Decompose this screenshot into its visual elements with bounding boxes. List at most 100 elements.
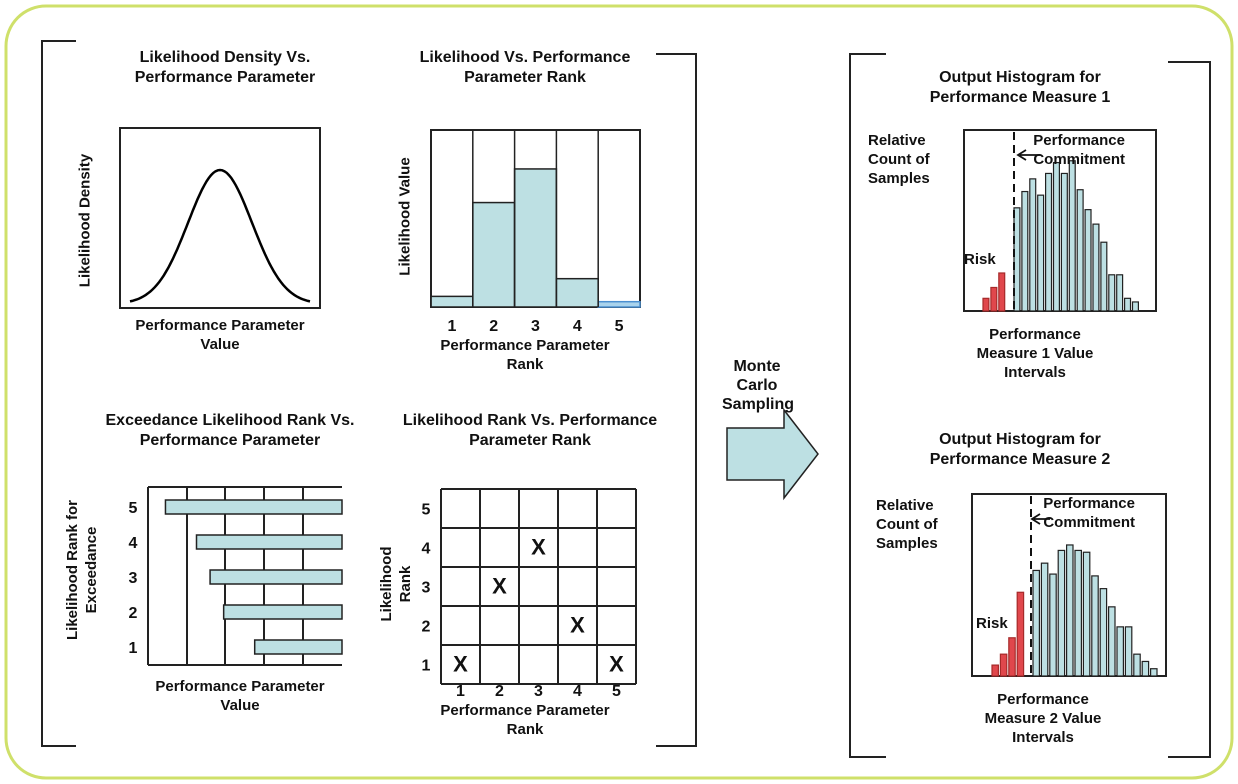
hist1-bar-14 bbox=[1116, 274, 1124, 312]
hist2-bar-9 bbox=[1099, 588, 1108, 677]
rank-bar-5 bbox=[597, 300, 641, 308]
hist1-bar-15 bbox=[1123, 297, 1132, 312]
hist2-commitment-arrow bbox=[1030, 513, 1050, 525]
exceedance-tick-2: 2 bbox=[129, 605, 138, 622]
rank-bar-tick-5: 5 bbox=[615, 318, 624, 335]
hist2-bar-2 bbox=[1040, 562, 1049, 677]
grid-xlabel: Performance Parameter Rank bbox=[440, 702, 610, 738]
exceedance-bar-5 bbox=[164, 499, 343, 515]
left-bracket-close bbox=[656, 53, 697, 747]
hist2-bar-4 bbox=[1057, 549, 1066, 677]
rank-bar-tick-3: 3 bbox=[531, 318, 540, 335]
hist2-bar-10 bbox=[1107, 606, 1116, 677]
exceedance-tick-3: 3 bbox=[129, 570, 138, 587]
hist1-bar-12 bbox=[1100, 241, 1108, 312]
exceedance-bar-4 bbox=[195, 534, 343, 550]
hist1-bar-5 bbox=[1044, 172, 1053, 312]
exceedance-tick-4: 4 bbox=[129, 535, 138, 552]
grid-ytick-3: 3 bbox=[422, 580, 431, 597]
density-title: Likelihood Density Vs. Performance Param… bbox=[134, 49, 316, 86]
grid-ytick-1: 1 bbox=[422, 658, 431, 675]
grid-ytick-5: 5 bbox=[422, 502, 431, 519]
hist2-risk: Risk bbox=[976, 615, 1008, 632]
grid-title: Likelihood Rank Vs. Performance Paramete… bbox=[402, 412, 658, 449]
exceedance-tick-1: 1 bbox=[129, 640, 138, 657]
hist2-bar-11 bbox=[1116, 626, 1125, 677]
right-bracket-close bbox=[1168, 61, 1211, 758]
hist1-risk-bar-3 bbox=[998, 272, 1006, 312]
grid-xtick-5: 5 bbox=[612, 683, 621, 700]
exceedance-bar-3 bbox=[209, 569, 343, 585]
rank-bar-ylabel: Likelihood Value bbox=[396, 157, 414, 276]
left-bracket-open bbox=[41, 40, 76, 747]
hist2-risk-bar-2 bbox=[999, 653, 1008, 677]
rank-bar-tick-4: 4 bbox=[573, 318, 582, 335]
hist2-commitment: Performance Commitment bbox=[1043, 495, 1135, 531]
rank-bar-4 bbox=[555, 277, 599, 308]
monte-carlo-label: Monte Carlo Sampling bbox=[722, 358, 795, 413]
hist2-bar-13 bbox=[1133, 653, 1141, 677]
hist1-bar-2 bbox=[1021, 190, 1029, 312]
hist2-bar-5 bbox=[1065, 544, 1074, 677]
hist1-bar-10 bbox=[1084, 209, 1092, 312]
hist1-bar-13 bbox=[1108, 274, 1116, 312]
exceedance-ylabel: Likelihood Rank for Exceedance bbox=[64, 499, 100, 640]
hist1-bar-6 bbox=[1052, 161, 1061, 312]
grid-xtick-4: 4 bbox=[573, 683, 582, 700]
outer-border bbox=[4, 4, 1234, 780]
exceedance-xlabel: Performance Parameter Value bbox=[155, 678, 325, 714]
hist2-bar-7 bbox=[1082, 551, 1091, 677]
hist2-ylabel: Relative Count of Samples bbox=[876, 497, 938, 552]
exceedance-bar-2 bbox=[222, 604, 343, 620]
rank-bar-tick-2: 2 bbox=[489, 318, 498, 335]
hist1-bar-16 bbox=[1131, 301, 1140, 312]
grid-xtick-3: 3 bbox=[534, 683, 543, 700]
rank-bar-title: Likelihood Vs. Performance Parameter Ran… bbox=[419, 49, 631, 86]
hist1-commitment-arrow bbox=[1016, 149, 1040, 161]
hist1-bar-3 bbox=[1029, 178, 1037, 312]
hist1-bar-11 bbox=[1092, 223, 1100, 312]
hist1-commitment: Performance Commitment bbox=[1033, 132, 1125, 168]
rank-bar-3 bbox=[513, 168, 558, 308]
exceedance-title: Exceedance Likelihood Rank Vs. Performan… bbox=[105, 412, 355, 449]
rank-bar-2 bbox=[472, 201, 516, 308]
exceedance-bar-1 bbox=[253, 639, 343, 655]
hist2-risk-bar-1 bbox=[991, 664, 1000, 677]
exceedance-tick-5: 5 bbox=[129, 500, 138, 517]
hist2-title: Output Histogram for Performance Measure… bbox=[929, 431, 1111, 468]
monte-carlo-arrow bbox=[726, 407, 819, 501]
hist1-title: Output Histogram for Performance Measure… bbox=[929, 69, 1111, 106]
hist1-bar-4 bbox=[1037, 194, 1045, 312]
hist1-frame bbox=[963, 129, 1157, 312]
hist1-risk: Risk bbox=[964, 251, 996, 268]
hist1-risk-bar-2 bbox=[990, 286, 998, 312]
hist1-risk-bar-1 bbox=[982, 297, 990, 312]
hist2-xlabel: Performance Measure 2 Value Intervals bbox=[984, 691, 1102, 746]
grid-mark-x4-y2: X bbox=[570, 613, 585, 638]
right-bracket-open bbox=[849, 53, 886, 758]
hist2-risk-bar-3 bbox=[1008, 637, 1016, 677]
grid-mark-x2-y3: X bbox=[492, 574, 507, 599]
grid-ylabel: Likelihood Rank bbox=[378, 546, 414, 622]
grid-mark-x1-y1: X bbox=[453, 652, 468, 677]
rank-bar-xlabel: Performance Parameter Rank bbox=[440, 337, 610, 373]
hist1-bar-1 bbox=[1013, 207, 1021, 312]
hist1-bar-9 bbox=[1076, 189, 1084, 312]
rank-bar-1 bbox=[430, 295, 474, 308]
rank-bar-tick-1: 1 bbox=[447, 318, 456, 335]
hist2-risk-bar-4 bbox=[1016, 591, 1025, 677]
density-ylabel: Likelihood Density bbox=[76, 153, 94, 288]
density-curve bbox=[129, 168, 311, 303]
hist2-bar-8 bbox=[1091, 575, 1099, 677]
hist2-bar-12 bbox=[1124, 626, 1133, 677]
hist2-bar-15 bbox=[1149, 668, 1158, 677]
density-xlabel: Performance Parameter Value bbox=[135, 317, 305, 353]
hist1-bar-8 bbox=[1068, 160, 1076, 312]
hist1-bar-7 bbox=[1060, 172, 1068, 312]
grid-ytick-2: 2 bbox=[422, 619, 431, 636]
hist1-xlabel: Performance Measure 1 Value Intervals bbox=[976, 326, 1094, 381]
hist2-bar-3 bbox=[1049, 573, 1057, 677]
grid-mark-x3-y4: X bbox=[531, 535, 546, 560]
grid-xtick-1: 1 bbox=[456, 683, 465, 700]
